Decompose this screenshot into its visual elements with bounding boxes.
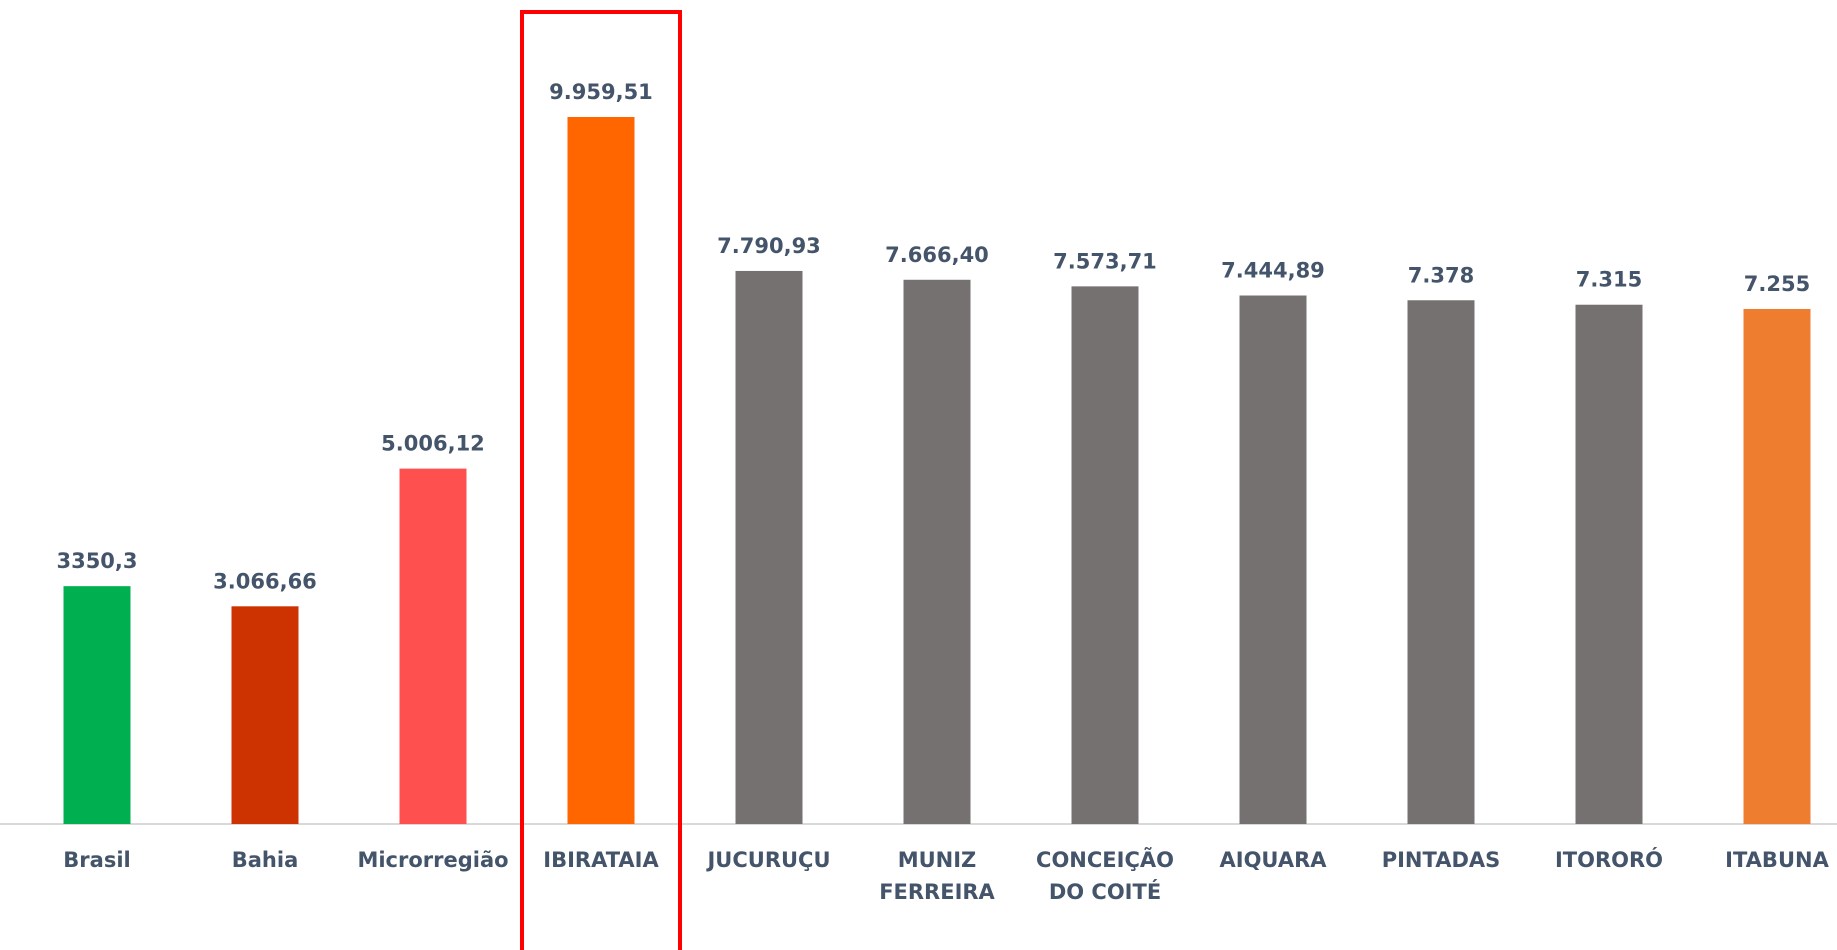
- value-label: 7.315: [1576, 268, 1642, 292]
- bar: [1743, 308, 1811, 824]
- bar: [231, 606, 299, 824]
- x-tick-label: ITORORÓ: [1554, 848, 1664, 872]
- value-label: 7.790,93: [717, 234, 821, 258]
- value-label: 5.006,12: [381, 432, 485, 456]
- bar: [735, 270, 803, 825]
- value-label: 7.444,89: [1221, 259, 1325, 283]
- x-tick-label: ITABUNA: [1725, 848, 1829, 872]
- bar: [1407, 300, 1475, 824]
- x-tick-label: MUNIZ FERREIRA: [879, 848, 995, 904]
- value-label: 7.573,71: [1053, 249, 1157, 273]
- x-tick-label: CONCEIÇÃO DO COITÉ: [1036, 848, 1174, 904]
- x-tick-label: Bahia: [231, 848, 299, 872]
- x-tick-label: PINTADAS: [1381, 848, 1501, 872]
- bar: [1575, 304, 1643, 825]
- value-label: 7.378: [1408, 263, 1474, 287]
- x-tick-label: JUCURUÇU: [707, 848, 831, 872]
- bar: [1239, 295, 1307, 824]
- bar: [903, 279, 971, 824]
- value-label: 3350,3: [56, 549, 137, 573]
- bar: [399, 468, 467, 824]
- bar: [567, 117, 635, 824]
- x-tick-label: Brasil: [63, 848, 131, 872]
- value-label: 7.666,40: [885, 243, 989, 267]
- value-label: 9.959,51: [549, 80, 653, 104]
- x-tick-label: IBIRATAIA: [543, 848, 659, 872]
- value-label: 3.066,66: [213, 569, 317, 593]
- x-tick-label: Microrregião: [357, 848, 509, 872]
- value-label: 7.255: [1744, 272, 1810, 296]
- bar: [1071, 286, 1139, 824]
- x-tick-label: AIQUARA: [1219, 848, 1327, 872]
- highlight-box: [520, 10, 682, 950]
- bar: [63, 586, 131, 824]
